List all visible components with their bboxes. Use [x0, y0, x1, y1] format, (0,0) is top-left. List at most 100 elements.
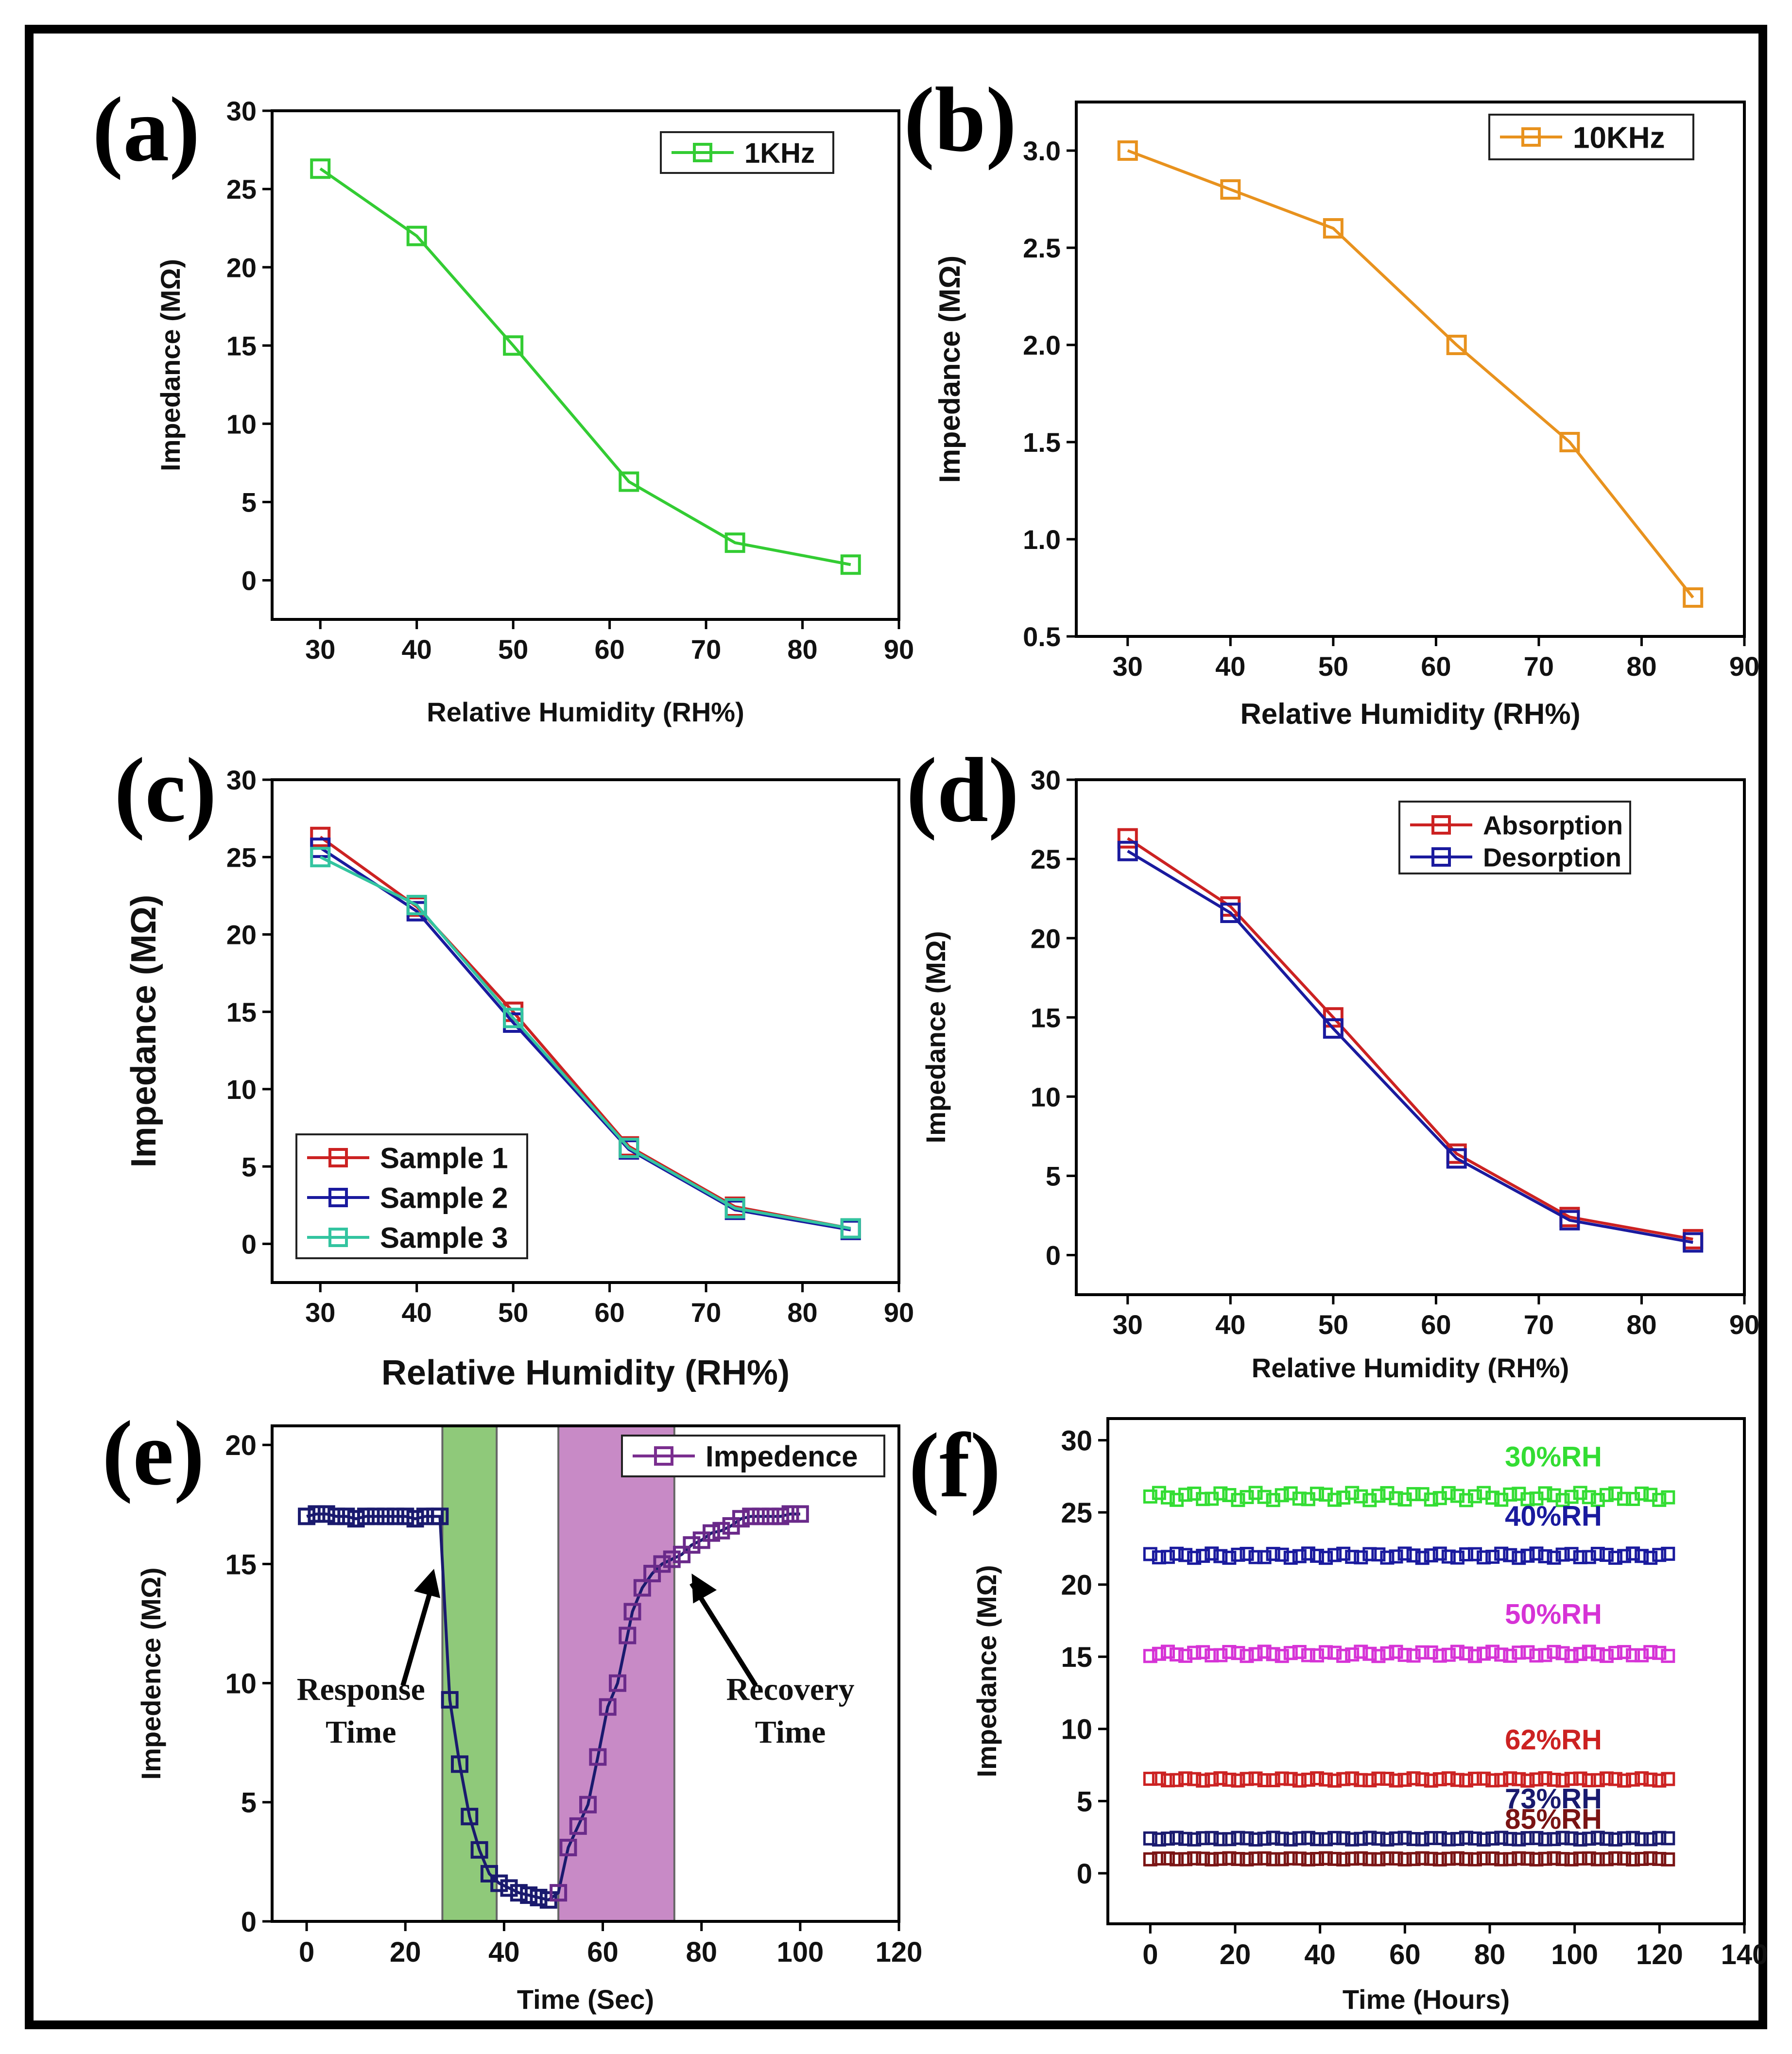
- data-point: [1477, 1771, 1491, 1786]
- data-point: [367, 1507, 385, 1525]
- data-point: [1319, 1551, 1333, 1565]
- data-point: [530, 1888, 548, 1906]
- data-point: [1573, 1771, 1587, 1786]
- data-point: [310, 158, 331, 179]
- data-point: [1205, 1546, 1219, 1561]
- y-tick-label: 2.5: [1023, 233, 1061, 263]
- data-point: [1590, 1831, 1605, 1845]
- legend-entry: Sample 3: [380, 1222, 508, 1254]
- data-point: [1187, 1832, 1202, 1847]
- data-point: [1170, 1773, 1184, 1787]
- data-point: [1275, 1852, 1289, 1866]
- data-point: [703, 1524, 721, 1542]
- data-point: [406, 225, 427, 246]
- data-point: [559, 1838, 577, 1856]
- data-point: [1661, 1649, 1675, 1663]
- x-tick-label: 50: [1318, 1309, 1348, 1340]
- data-point: [1582, 1773, 1596, 1788]
- data-point: [1599, 1548, 1614, 1562]
- data-point: [1494, 1831, 1509, 1845]
- data-point: [431, 1507, 449, 1525]
- data-point: [1257, 1831, 1272, 1846]
- data-point: [840, 554, 861, 575]
- legend-marker: [654, 1446, 673, 1466]
- data-point: [1643, 1645, 1658, 1660]
- data-point: [1538, 1648, 1552, 1662]
- data-point: [1292, 1549, 1307, 1563]
- data-point: [1441, 1647, 1456, 1662]
- data-point: [1389, 1644, 1403, 1659]
- data-point: [1143, 1547, 1157, 1561]
- data-point: [1117, 840, 1138, 861]
- data-point: [1555, 1646, 1570, 1660]
- series-label: 40%RH: [1505, 1500, 1602, 1532]
- data-point: [1608, 1832, 1622, 1847]
- data-point: [1582, 1550, 1596, 1564]
- data-point: [1538, 1549, 1552, 1563]
- data-point: [1494, 1773, 1509, 1787]
- data-point: [772, 1507, 790, 1525]
- data-point: [1240, 1831, 1254, 1846]
- data-point: [1608, 1851, 1622, 1866]
- data-point: [1599, 1488, 1614, 1502]
- data-point: [1573, 1851, 1587, 1866]
- panel-d: 30 40 50 60 70 80 90 0 5 10 15 20 25 30 Relative Humid…: [906, 739, 1759, 1383]
- x-tick-label: 70: [1524, 651, 1554, 682]
- x-tick-label: 60: [1389, 1939, 1421, 1970]
- data-point: [1432, 1831, 1447, 1846]
- y-tick-label: 10: [226, 1074, 257, 1105]
- data-point: [1292, 1644, 1307, 1659]
- series-label: 62%RH: [1505, 1724, 1602, 1756]
- data-point: [1327, 1773, 1342, 1788]
- data-point: [1187, 1772, 1202, 1786]
- legend-entry: Impedence: [706, 1440, 858, 1473]
- data-point: [1336, 1546, 1351, 1561]
- data-point: [1380, 1772, 1395, 1786]
- data-point: [1240, 1649, 1254, 1663]
- data-point: [1257, 1550, 1272, 1564]
- annotation-text: Recovery: [726, 1672, 855, 1707]
- data-point: [1248, 1647, 1263, 1661]
- data-point: [1220, 179, 1241, 200]
- data-point: [1459, 1831, 1473, 1845]
- legend-entry: Sample 1: [380, 1142, 508, 1175]
- y-tick-label: 25: [1061, 1497, 1092, 1529]
- data-point: [1635, 1486, 1649, 1501]
- data-point: [1310, 1771, 1324, 1785]
- x-tick-label: 70: [691, 1297, 721, 1328]
- x-tick-label: 60: [1421, 1309, 1451, 1340]
- series-label: 85%RH: [1505, 1803, 1602, 1835]
- x-tick-label: 80: [1626, 1309, 1656, 1340]
- x-tick-label: 30: [305, 1297, 335, 1328]
- data-point: [1582, 1490, 1596, 1505]
- data-point: [619, 471, 639, 492]
- data-point: [1336, 1831, 1351, 1846]
- data-point: [1599, 1649, 1614, 1663]
- data-point: [327, 1507, 345, 1525]
- data-point: [1485, 1831, 1500, 1846]
- data-point: [1319, 1772, 1333, 1787]
- legend-marker: [1431, 847, 1451, 867]
- y-tick-label: 0: [1046, 1240, 1061, 1271]
- data-point: [1327, 1831, 1342, 1845]
- data-point: [550, 1884, 568, 1902]
- data-point: [1538, 1832, 1552, 1847]
- series-label: 30%RH: [1505, 1441, 1602, 1472]
- annotation-text: Time: [326, 1714, 396, 1750]
- data-point: [619, 1626, 637, 1644]
- data-point: [1397, 1773, 1412, 1787]
- data-point: [396, 1507, 414, 1525]
- data-point: [1424, 1773, 1438, 1788]
- data-point: [1555, 1547, 1570, 1562]
- data-point: [1266, 1547, 1280, 1561]
- data-point: [609, 1674, 627, 1692]
- y-tick-label: 2.0: [1023, 330, 1061, 360]
- data-point: [1559, 1210, 1580, 1231]
- data-point: [1310, 1832, 1324, 1847]
- data-point: [1187, 1551, 1202, 1565]
- data-point: [1371, 1831, 1386, 1846]
- data-point: [1441, 1832, 1456, 1847]
- data-point: [1503, 1831, 1517, 1846]
- series-line-absorption: [1127, 837, 1693, 1241]
- data-point: [1635, 1771, 1649, 1785]
